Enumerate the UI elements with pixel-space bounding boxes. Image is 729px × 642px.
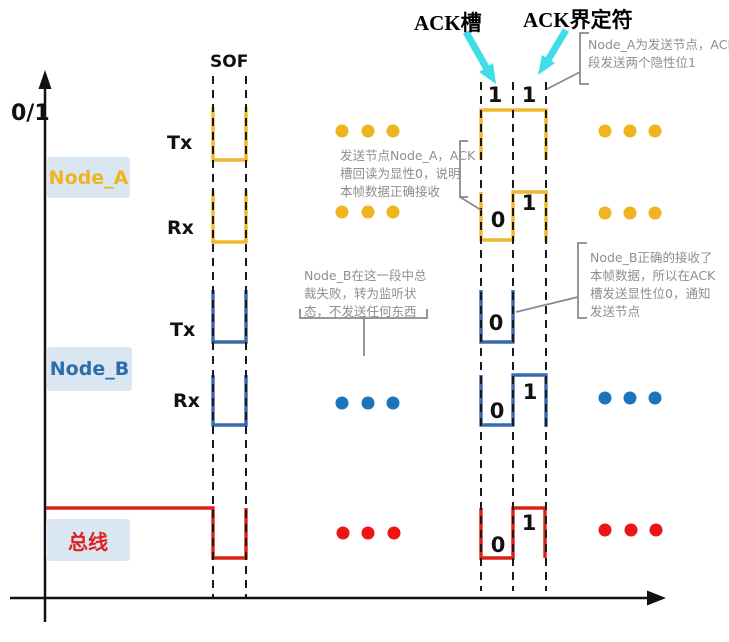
node-a-ack-bracket bbox=[459, 140, 468, 198]
annotation-node-b-ack: Node_B正确的接收了 本帧数据，所以在ACK 槽发送显性位0，通知 发送节点 bbox=[590, 250, 716, 320]
y-axis-label: 0/1 bbox=[11, 101, 50, 126]
bit-node-a-tx-ack-slot: 1 bbox=[487, 83, 503, 107]
node-b-tx-sof-pulse bbox=[211, 290, 248, 344]
sof-label: SOF bbox=[210, 52, 249, 72]
annotation-node-b-arbitration: Node_B在这一段中总 裁失败，转为监听状 态，不发送任何东西 bbox=[304, 268, 427, 320]
ack-delimiter-arrow-icon bbox=[538, 28, 570, 75]
bit-node-b-rx-ack-delimiter: 1 bbox=[522, 380, 538, 404]
axes bbox=[10, 82, 650, 622]
bit-node-a-tx-ack-delimiter: 1 bbox=[521, 83, 537, 107]
node-a-rx-sof-pulse bbox=[211, 190, 248, 244]
note-node-a-transmit: Node_A为发送节点，ACK 段发送两个隐性位1 bbox=[588, 37, 729, 71]
bus-ellipsis-dots bbox=[336, 523, 663, 540]
node-b-ack-bracket bbox=[577, 242, 587, 319]
note-node-a-bracket bbox=[579, 32, 589, 85]
node-b-tx-label: Tx bbox=[170, 319, 196, 341]
note-node-a-leader-line bbox=[546, 71, 581, 90]
bit-bus-ack-delimiter: 1 bbox=[521, 511, 537, 535]
sof-dashed-lines bbox=[212, 76, 247, 598]
node-a-rx-label: Rx bbox=[167, 217, 194, 239]
node-a-tx-label: Tx bbox=[167, 132, 193, 154]
node-b-rx-sof-pulse bbox=[211, 375, 248, 427]
node-b-badge: Node_B bbox=[47, 347, 132, 391]
x-axis-arrowhead-icon bbox=[647, 590, 666, 606]
node-a-ack-leader-line bbox=[459, 196, 482, 211]
bit-node-a-rx-ack-delimiter: 1 bbox=[521, 191, 537, 215]
bit-bus-ack-slot: 0 bbox=[490, 533, 506, 557]
bit-node-a-rx-ack-slot: 0 bbox=[490, 208, 506, 232]
bit-node-b-rx-ack-slot: 0 bbox=[489, 399, 505, 423]
node-a-badge: Node_A bbox=[47, 157, 130, 198]
bus-badge: 总线 bbox=[46, 519, 130, 561]
node-b-rx-label: Rx bbox=[173, 390, 200, 412]
y-axis-arrowhead-icon bbox=[38, 70, 52, 89]
node-a-ellipsis-dots bbox=[335, 124, 662, 220]
node-b-ack-leader-line bbox=[515, 296, 579, 313]
bit-node-b-tx-ack-slot: 0 bbox=[488, 311, 504, 335]
ack-slot-arrow-icon bbox=[462, 30, 496, 84]
node-a-tx-sof-pulse bbox=[211, 107, 248, 162]
annotation-brackets bbox=[299, 32, 589, 356]
ack-slot-label: ACK槽 bbox=[414, 11, 482, 35]
node-b-ellipsis-dots bbox=[335, 391, 662, 410]
node-b-tx-ack-pulse bbox=[479, 290, 515, 344]
annotation-node-a-ack: 发送节点Node_A，ACK 槽回读为显性0，说明 本帧数据正确接收 bbox=[340, 148, 476, 200]
ack-dashed-lines bbox=[480, 82, 547, 591]
ack-delimiter-label: ACK界定符 bbox=[523, 8, 633, 32]
